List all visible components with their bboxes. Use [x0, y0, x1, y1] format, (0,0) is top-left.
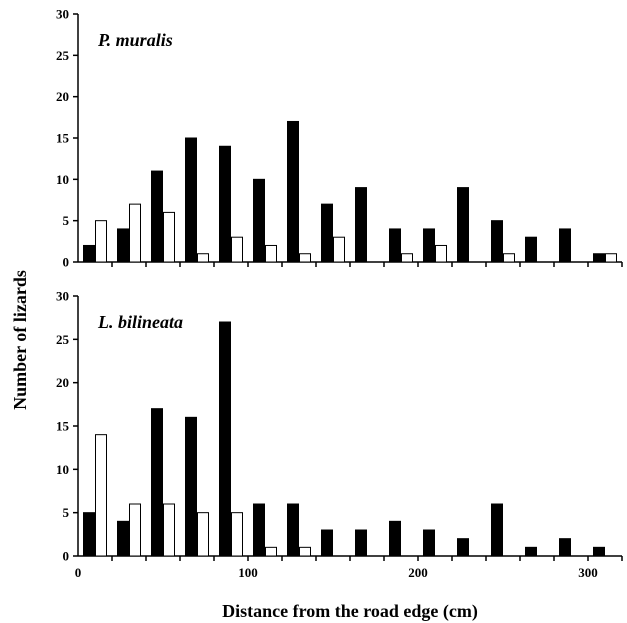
filled-bar — [423, 228, 435, 263]
open-bar — [197, 512, 209, 557]
filled-bar — [389, 520, 401, 557]
open-bar — [197, 253, 209, 263]
y-axis-title: Number of lizards — [10, 270, 30, 410]
filled-bar — [185, 137, 197, 263]
filled-bar — [559, 228, 571, 263]
filled-bar — [525, 236, 537, 263]
filled-bar — [219, 321, 231, 557]
filled-bar — [457, 187, 469, 263]
filled-bar — [287, 120, 299, 263]
open-bar — [95, 220, 107, 263]
filled-bar — [321, 529, 333, 557]
filled-bar — [253, 503, 265, 557]
filled-bar — [389, 228, 401, 263]
open-bar — [95, 434, 107, 557]
x-tick-label: 0 — [75, 565, 82, 580]
x-axis-title: Distance from the road edge (cm) — [222, 601, 478, 622]
open-bar — [299, 546, 311, 557]
y-tick-label: 20 — [56, 375, 69, 390]
open-bar — [333, 236, 345, 263]
panel-title: P. muralis — [97, 30, 173, 50]
open-bar — [129, 503, 141, 557]
x-tick-label: 300 — [578, 565, 598, 580]
open-bar — [163, 503, 175, 557]
filled-bar — [491, 220, 503, 263]
x-tick-label: 200 — [408, 565, 428, 580]
y-tick-label: 30 — [56, 7, 69, 22]
y-tick-label: 5 — [63, 213, 70, 228]
y-tick-label: 20 — [56, 89, 69, 104]
y-tick-label: 5 — [63, 505, 70, 520]
filled-bar — [559, 538, 571, 557]
filled-bar — [355, 187, 367, 263]
open-bar — [265, 546, 277, 557]
filled-bar — [423, 529, 435, 557]
open-bar — [435, 244, 447, 263]
filled-bar — [287, 503, 299, 557]
open-bar — [503, 253, 515, 263]
y-tick-label: 0 — [63, 549, 70, 564]
open-bar — [401, 253, 413, 263]
y-tick-label: 25 — [56, 48, 70, 63]
filled-bar — [83, 244, 95, 263]
filled-bar — [151, 408, 163, 557]
open-bar — [231, 236, 243, 263]
y-tick-label: 10 — [56, 172, 69, 187]
filled-bar — [491, 503, 503, 557]
open-bar — [231, 512, 243, 557]
y-tick-label: 30 — [56, 289, 69, 304]
open-bar — [163, 211, 175, 263]
x-tick-label: 100 — [238, 565, 258, 580]
filled-bar — [151, 170, 163, 263]
panel-p-muralis: 0 5 10 15 20 25 30 P. muralis — [56, 7, 623, 270]
y-tick-label: 15 — [56, 131, 70, 146]
filled-bar — [593, 546, 605, 557]
open-bar — [265, 244, 277, 263]
filled-bar — [83, 512, 95, 557]
filled-bar — [185, 416, 197, 557]
panel-title: L. bilineata — [97, 312, 183, 332]
y-tick-label: 25 — [56, 332, 70, 347]
filled-bar — [457, 538, 469, 557]
y-tick-label: 0 — [63, 255, 70, 270]
open-bar — [605, 253, 617, 263]
y-tick-label: 10 — [56, 462, 69, 477]
filled-bar — [117, 520, 129, 557]
filled-bar — [525, 546, 537, 557]
filled-bar — [117, 228, 129, 263]
y-tick-label: 15 — [56, 419, 70, 434]
filled-bar — [355, 529, 367, 557]
open-bar — [299, 253, 311, 263]
open-bar — [129, 203, 141, 263]
filled-bar — [321, 203, 333, 263]
filled-bar — [253, 178, 265, 263]
filled-bar — [593, 253, 605, 263]
filled-bar — [219, 145, 231, 263]
